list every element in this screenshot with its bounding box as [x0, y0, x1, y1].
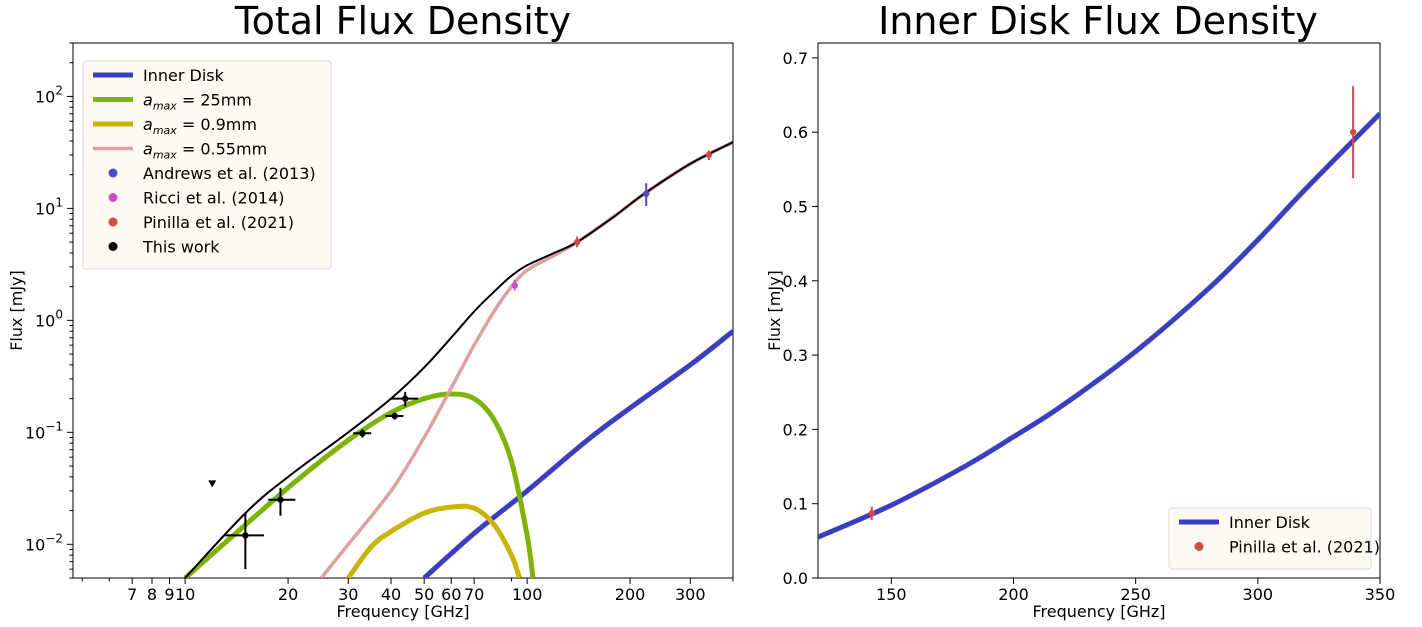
- legend-entry-a-max-0-55mm: amax = 0.55mm: [93, 140, 267, 162]
- x-tick-label: 350: [1365, 585, 1396, 604]
- inner-disk-plot-area: [817, 42, 1381, 579]
- x-tick-label: 70: [464, 585, 484, 604]
- x-tick-label: 20: [278, 585, 298, 604]
- x-tick-label: 7: [127, 585, 137, 604]
- x-tick-label: 100: [512, 585, 543, 604]
- svg-text:amax = 0.9mm: amax = 0.9mm: [143, 115, 257, 137]
- y-tick-label: 101: [35, 195, 63, 218]
- series-line-a-max-25mm: [183, 391, 536, 578]
- upper-limit-marker: [208, 480, 217, 488]
- y-tick-label: 10−2: [25, 531, 63, 554]
- y-tick-label: 0.5: [783, 197, 808, 216]
- x-tick-label: 50: [414, 585, 434, 604]
- legend-entry-this-work: This work: [108, 238, 220, 257]
- x-tick-label: 300: [675, 585, 706, 604]
- x-tick-label: 40: [381, 585, 401, 604]
- svg-text:Inner Disk: Inner Disk: [1229, 513, 1311, 532]
- data-point-this-work: [353, 429, 372, 438]
- y-axis-label-inner-disk: Flux [mJy]: [765, 270, 784, 351]
- data-point-andrews-et-al-2013: [643, 183, 650, 207]
- series-line-a-max-0-55mm: [319, 140, 733, 578]
- svg-text:Andrews et al. (2013): Andrews et al. (2013): [143, 164, 316, 183]
- legend-entry-inner-disk: Inner Disk: [93, 66, 225, 85]
- svg-text:amax = 25mm: amax = 25mm: [143, 91, 252, 113]
- x-tick-label: 250: [1120, 585, 1151, 604]
- x-axis-label-total-flux: Frequency [GHz]: [336, 602, 469, 621]
- data-point-ricci-et-al-2014: [511, 279, 518, 291]
- legend-entry-inner-disk: Inner Disk: [1179, 513, 1311, 532]
- svg-text:Inner Disk: Inner Disk: [143, 66, 225, 85]
- legend-entry-pinilla-et-al-2021: Pinilla et al. (2021): [1194, 538, 1380, 557]
- total-flux-panel: 7 8 9 10 20 30 40 50 60 70 100 200 300 10−2 10−1 100 10…: [7, 0, 734, 621]
- data-point-this-work: [391, 391, 419, 407]
- data-point-pinilla-et-al-2021: [868, 506, 875, 521]
- legend-box: [82, 60, 332, 270]
- x-tick-label: 8: [147, 585, 157, 604]
- svg-text:Pinilla et al. (2021): Pinilla et al. (2021): [1229, 538, 1380, 557]
- series-line-inner-disk: [422, 329, 733, 578]
- y-tick-label: 0.6: [783, 123, 808, 142]
- y-tick-label: 100: [35, 307, 63, 330]
- y-tick-label: 10−1: [25, 419, 63, 442]
- svg-text:amax = 0.55mm: amax = 0.55mm: [143, 140, 267, 162]
- x-tick-label: 9: [164, 585, 174, 604]
- series-line-a-max-0-9mm: [346, 503, 522, 578]
- series-line-inner-disk: [818, 111, 1380, 540]
- legend-entry-a-max-0-9mm: amax = 0.9mm: [93, 115, 257, 137]
- y-axis-label-total-flux: Flux [mJy]: [7, 270, 26, 351]
- data-point-pinilla-et-al-2021: [573, 236, 581, 248]
- chart-title-inner-disk: Inner Disk Flux Density: [878, 0, 1318, 43]
- legend-box: [1168, 507, 1372, 570]
- svg-text:This work: This work: [142, 238, 220, 257]
- data-point-pinilla-et-al-2021: [705, 150, 713, 161]
- data-point-this-work: [224, 513, 264, 570]
- chart-title-total-flux: Total Flux Density: [234, 0, 571, 43]
- svg-text:Pinilla et al. (2021): Pinilla et al. (2021): [143, 213, 294, 232]
- x-tick-label: 60: [441, 585, 461, 604]
- x-tick-label: 200: [998, 585, 1029, 604]
- x-tick-label: 150: [876, 585, 907, 604]
- svg-text:Ricci et al. (2014): Ricci et al. (2014): [143, 189, 285, 208]
- x-tick-label: 200: [615, 585, 646, 604]
- legend-entry-ricci-et-al-2014: Ricci et al. (2014): [108, 189, 285, 208]
- series-line-total: [184, 141, 733, 578]
- y-tick-label: 0.4: [783, 272, 808, 291]
- y-tick-label: 0.1: [783, 495, 808, 514]
- legend-entry-pinilla-et-al-2021: Pinilla et al. (2021): [108, 213, 294, 232]
- total-flux-plot-area: [72, 42, 734, 579]
- x-tick-label: 30: [338, 585, 358, 604]
- y-tick-label: 0.7: [783, 49, 808, 68]
- data-point-this-work: [268, 487, 296, 516]
- data-point-this-work: [385, 412, 404, 420]
- x-tick-label: 300: [1243, 585, 1274, 604]
- y-tick-label: 0.2: [783, 420, 808, 439]
- legend-entry-andrews-et-al-2013: Andrews et al. (2013): [108, 164, 316, 183]
- y-tick-label: 0.0: [783, 569, 808, 588]
- y-tick-label: 0.3: [783, 346, 808, 365]
- y-tick-label: 102: [35, 83, 63, 106]
- inner-disk-panel: 150 200 250 300 350 0.0 0.1 0.2 0.3 0.4 0.5 0.6 0.7…: [765, 0, 1395, 621]
- x-axis-label-inner-disk: Frequency [GHz]: [1032, 602, 1165, 621]
- data-point-pinilla-et-al-2021: [1349, 86, 1357, 179]
- legend-inner-disk: Inner Disk Pinilla et al. (2021): [1168, 507, 1380, 570]
- legend-entry-a-max-25mm: amax = 25mm: [93, 91, 252, 113]
- x-tick-label: 10: [175, 585, 195, 604]
